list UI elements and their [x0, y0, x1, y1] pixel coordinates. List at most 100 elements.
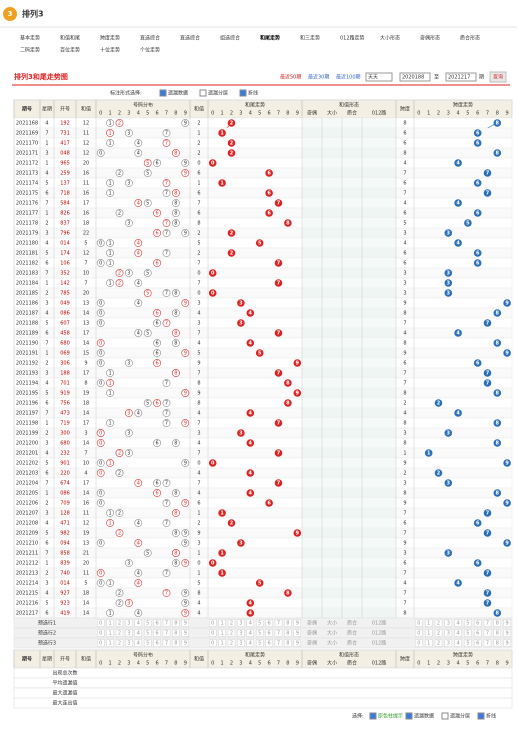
preselect-cell[interactable] — [106, 629, 114, 637]
preselect-digit[interactable]: 5 — [146, 621, 149, 627]
preselect-cell[interactable] — [115, 629, 124, 637]
preselect-digit[interactable]: 3 — [239, 631, 242, 637]
preselect-cell[interactable] — [493, 639, 501, 647]
preselect-digit[interactable]: 3 — [127, 621, 130, 627]
nav-link[interactable]: 十位走势 — [100, 47, 120, 54]
preselect-digit[interactable]: 9 — [184, 621, 187, 627]
preselect-digit[interactable]: 0 — [417, 631, 420, 637]
preselect-cell[interactable] — [474, 619, 482, 627]
preselect-digit[interactable]: 6 — [156, 621, 159, 627]
preselect-digit[interactable]: 4 — [457, 641, 460, 647]
preselect-cell[interactable] — [106, 639, 114, 647]
preselect-cell[interactable] — [208, 639, 217, 647]
preselect-cell[interactable] — [218, 629, 226, 637]
preselect-digit[interactable]: 5 — [258, 621, 261, 627]
preselect-digit[interactable]: 2 — [437, 631, 440, 637]
preselect-digit[interactable]: 3 — [127, 641, 130, 647]
preselect-cell[interactable] — [464, 619, 472, 627]
preselect-cell[interactable] — [474, 639, 482, 647]
preselect-digit[interactable]: 2 — [437, 621, 440, 627]
preselect-digit[interactable]: 2 — [118, 641, 121, 647]
nav-link[interactable]: 质合形态 — [460, 35, 480, 42]
preselect-digit[interactable]: 9 — [506, 621, 509, 627]
preselect-cell[interactable] — [503, 639, 511, 647]
preselect-digit[interactable]: 1 — [427, 631, 430, 637]
range-link[interactable]: 最近30期 — [308, 74, 329, 81]
preselect-cell[interactable] — [256, 629, 264, 637]
preselect-cell[interactable] — [274, 619, 283, 627]
nav-link[interactable]: 百位走势 — [60, 47, 80, 54]
preselect-cell[interactable] — [227, 639, 236, 647]
preselect-digit[interactable]: 4 — [137, 621, 140, 627]
preselect-digit[interactable]: 9 — [506, 631, 509, 637]
input-from[interactable] — [399, 72, 431, 82]
nav-link[interactable]: 直选综合 — [180, 35, 200, 42]
preselect-digit[interactable]: 5 — [146, 631, 149, 637]
preselect-digit[interactable]: 7 — [486, 621, 489, 627]
preselect-form[interactable]: 质合 — [347, 640, 357, 647]
nav-link[interactable]: 跨度走势 — [100, 35, 120, 42]
preselect-digit[interactable]: 9 — [506, 641, 509, 647]
preselect-form[interactable]: 质合 — [347, 630, 357, 637]
preselect-digit[interactable]: 6 — [476, 641, 479, 647]
range-link[interactable]: 最近50期 — [280, 74, 301, 81]
preselect-cell[interactable] — [265, 639, 273, 647]
select[interactable] — [365, 72, 393, 82]
preselect-form[interactable]: 奇偶 — [307, 620, 317, 627]
preselect-cell[interactable] — [96, 639, 105, 647]
preselect-cell[interactable] — [493, 629, 501, 637]
checkbox[interactable] — [369, 712, 377, 720]
preselect-form[interactable]: 奇偶 — [307, 630, 317, 637]
preselect-form[interactable]: 奇偶 — [307, 640, 317, 647]
nav-link[interactable]: 大小形态 — [380, 35, 400, 42]
checkbox-label[interactable]: 折线 — [248, 90, 258, 97]
preselect-cell[interactable] — [237, 639, 245, 647]
nav-link[interactable]: 个位走势 — [140, 47, 160, 54]
preselect-cell[interactable] — [181, 629, 190, 637]
nav-link[interactable]: 基本走势 — [20, 35, 40, 42]
preselect-digit[interactable]: 3 — [447, 641, 450, 647]
preselect-digit[interactable]: 1 — [427, 621, 430, 627]
preselect-cell[interactable] — [265, 629, 273, 637]
preselect-cell[interactable] — [503, 629, 511, 637]
preselect-form[interactable]: 012路 — [372, 620, 387, 627]
preselect-cell[interactable] — [125, 619, 133, 627]
preselect-digit[interactable]: 1 — [221, 631, 224, 637]
preselect-digit[interactable]: 8 — [286, 631, 289, 637]
preselect-cell[interactable] — [415, 639, 423, 647]
preselect-cell[interactable] — [181, 619, 190, 627]
preselect-cell[interactable] — [125, 639, 133, 647]
preselect-cell[interactable] — [115, 639, 124, 647]
preselect-digit[interactable]: 5 — [258, 631, 261, 637]
range-link[interactable]: 最近100期 — [336, 74, 361, 81]
preselect-cell[interactable] — [483, 629, 492, 637]
preselect-digit[interactable]: 7 — [165, 641, 168, 647]
preselect-form[interactable]: 大小 — [327, 620, 337, 627]
preselect-digit[interactable]: 8 — [496, 631, 499, 637]
preselect-digit[interactable]: 6 — [268, 621, 271, 627]
preselect-form[interactable]: 大小 — [327, 630, 337, 637]
nav-link[interactable]: 二码走势 — [20, 47, 40, 54]
preselect-digit[interactable]: 9 — [296, 631, 299, 637]
preselect-cell[interactable] — [143, 619, 152, 627]
preselect-form[interactable]: 012路 — [372, 640, 387, 647]
preselect-digit[interactable]: 7 — [165, 631, 168, 637]
input-text[interactable]: 2020188 — [402, 75, 424, 81]
input-to[interactable] — [445, 72, 477, 82]
preselect-digit[interactable]: 3 — [239, 621, 242, 627]
preselect-cell[interactable] — [454, 629, 462, 637]
preselect-cell[interactable] — [444, 629, 452, 637]
preselect-cell[interactable] — [172, 619, 180, 627]
preselect-digit[interactable]: 0 — [99, 641, 102, 647]
preselect-cell[interactable] — [172, 629, 180, 637]
preselect-digit[interactable]: 0 — [417, 621, 420, 627]
checkbox-label[interactable]: 遗漏数据 — [168, 90, 188, 97]
preselect-digit[interactable]: 9 — [296, 641, 299, 647]
preselect-cell[interactable] — [274, 629, 283, 637]
preselect-digit[interactable]: 4 — [249, 621, 252, 627]
checkbox[interactable] — [199, 89, 207, 97]
preselect-digit[interactable]: 7 — [165, 621, 168, 627]
preselect-cell[interactable] — [425, 619, 433, 627]
preselect-cell[interactable] — [246, 619, 255, 627]
preselect-digit[interactable]: 0 — [211, 631, 214, 637]
